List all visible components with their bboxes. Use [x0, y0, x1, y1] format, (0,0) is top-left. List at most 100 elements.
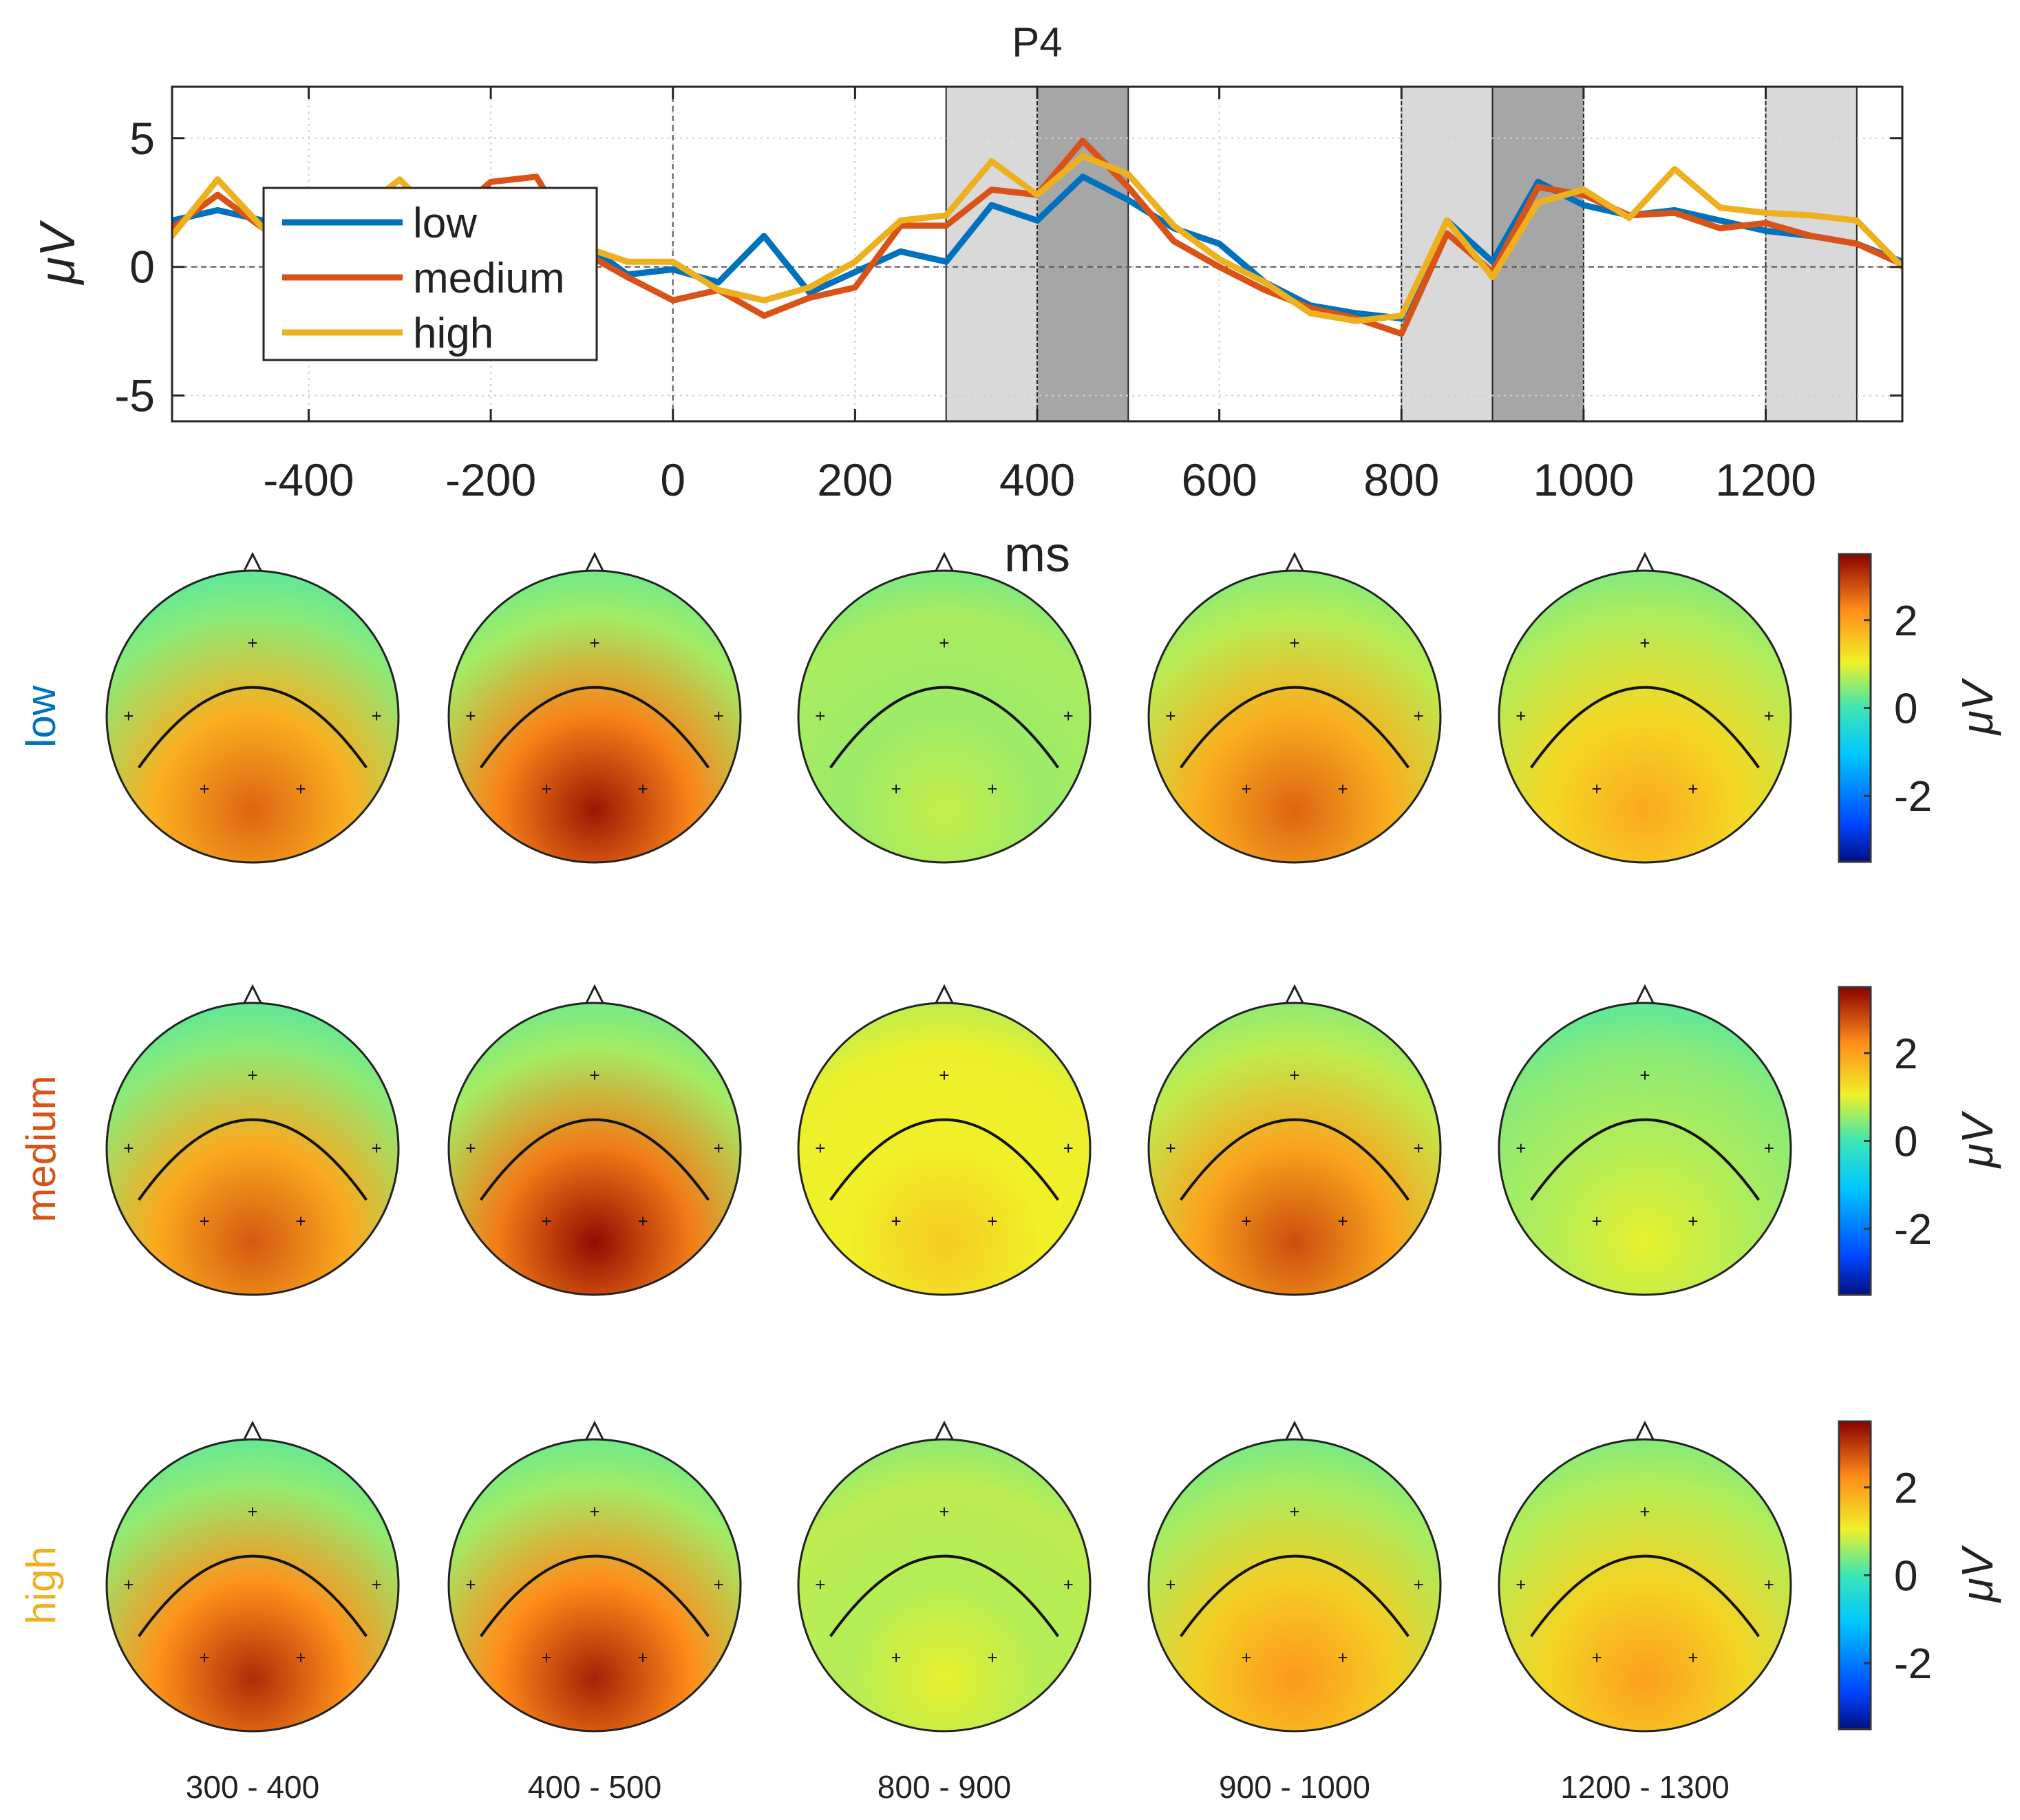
topomap-medium-1: + + + + +: [447, 984, 742, 1296]
colorbar-tick-label: 2: [1894, 597, 1917, 645]
electrode-marker-0: +: [247, 1501, 257, 1522]
electrode-marker-0: +: [1289, 1501, 1299, 1522]
x-tick-label: 1200: [1715, 454, 1816, 505]
nose-marker: [584, 1420, 606, 1442]
y-tick-label: 5: [129, 113, 155, 164]
nose-marker: [584, 551, 606, 573]
column-label: 1200 - 1300: [1560, 1769, 1730, 1805]
colorbar-tick-label: -2: [1894, 773, 1932, 821]
electrode-marker-0: +: [939, 1501, 949, 1522]
colorbars: 2 0 -2 μV 2 0 -2 μV 2 0 -2 μV: [1838, 553, 2002, 1731]
colorbar-label: μV: [1953, 1110, 2002, 1169]
topomap-low-4: + + + + +: [1498, 551, 1792, 864]
topomap-medium-2: + + + + +: [797, 984, 1092, 1296]
electrode-marker-1: +: [123, 1138, 134, 1158]
electrode-marker-3: +: [1591, 779, 1602, 799]
nose-marker: [1284, 1420, 1306, 1442]
topomap-high-1: + + + + +: [447, 1420, 742, 1733]
electrode-marker-4: +: [295, 1211, 306, 1231]
colorbar-tick-label: 0: [1894, 686, 1917, 733]
electrode-marker-3: +: [1241, 1647, 1251, 1668]
scalp-map: [1147, 1438, 1442, 1733]
electrode-marker-0: +: [939, 633, 949, 653]
electrode-marker-3: +: [541, 1211, 551, 1231]
electrode-marker-4: +: [637, 779, 648, 799]
topomap-high-2: + + + + +: [797, 1420, 1092, 1733]
electrode-marker-0: +: [589, 1065, 599, 1086]
electrode-marker-1: +: [123, 706, 134, 726]
electrode-marker-0: +: [589, 1501, 599, 1522]
nose-marker: [242, 551, 264, 573]
nose-marker: [1634, 551, 1656, 573]
electrode-marker-3: +: [199, 1211, 209, 1231]
electrode-marker-4: +: [987, 1211, 997, 1231]
x-tick-label: 800: [1363, 454, 1439, 505]
shaded-window-1: [1036, 87, 1129, 421]
scalp-map: [447, 569, 742, 864]
electrode-marker-3: +: [891, 779, 901, 799]
colorbar-high: 2 0 -2 μV: [1838, 1420, 2002, 1731]
nose-marker: [1634, 984, 1656, 1006]
column-label: 300 - 400: [186, 1769, 319, 1805]
topomap-low-2: + + + + +: [797, 551, 1092, 864]
electrode-marker-0: +: [1289, 1065, 1299, 1086]
electrode-marker-3: +: [1241, 779, 1251, 799]
electrode-marker-4: +: [1688, 1647, 1698, 1668]
electrode-marker-4: +: [987, 1647, 997, 1668]
electrode-marker-2: +: [372, 1574, 382, 1595]
topomap-high-3: + + + + +: [1147, 1420, 1442, 1733]
contour-line: [138, 686, 368, 769]
electrode-marker-1: +: [1516, 1574, 1526, 1595]
colorbar-tick-label: -2: [1894, 1640, 1932, 1688]
electrode-marker-3: +: [541, 1647, 551, 1668]
legend-label: medium: [413, 255, 565, 302]
legend: low medium high: [262, 187, 598, 361]
nose-marker: [242, 1420, 264, 1442]
x-tick-label: -400: [263, 454, 354, 505]
contour-line: [480, 1554, 710, 1638]
electrode-marker-4: +: [1337, 779, 1348, 799]
electrode-marker-2: +: [714, 1574, 724, 1595]
topomap-medium-0: + + + + +: [105, 984, 400, 1296]
topomap-high-4: + + + + +: [1498, 1420, 1792, 1733]
nose-marker: [1634, 1420, 1656, 1442]
electrode-marker-0: +: [247, 1065, 257, 1086]
contour-line: [1530, 686, 1760, 769]
topomap-low-1: + + + + +: [447, 551, 742, 864]
scalp-map: [797, 1002, 1092, 1296]
scalp-map: [1498, 569, 1792, 864]
topomap-low-3: + + + + +: [1147, 551, 1442, 864]
colorbar-tick-label: 0: [1894, 1119, 1917, 1166]
y-tick-label: 0: [129, 242, 155, 293]
electrode-marker-3: +: [1591, 1647, 1602, 1668]
column-label: 800 - 900: [878, 1769, 1011, 1805]
electrode-marker-1: +: [1516, 706, 1526, 726]
x-tick-label: -200: [445, 454, 536, 505]
nose-marker: [1284, 984, 1306, 1006]
electrode-marker-0: +: [1639, 1501, 1650, 1522]
contour-line: [1530, 1118, 1760, 1201]
contour-line: [138, 1554, 368, 1638]
scalp-map: [105, 569, 400, 864]
nose-marker: [933, 1420, 955, 1442]
row-label-medium: medium: [18, 1075, 64, 1222]
legend-entries: low medium high: [282, 200, 565, 357]
electrode-marker-2: +: [1764, 1138, 1774, 1158]
electrode-marker-2: +: [1764, 706, 1774, 726]
electrode-marker-2: +: [1414, 1574, 1424, 1595]
scalp-map: [447, 1002, 742, 1296]
colorbar-label: μV: [1953, 1545, 2002, 1603]
nose-marker: [584, 984, 606, 1006]
topomap-high-0: + + + + +: [105, 1420, 400, 1733]
scalp-map: [797, 1438, 1092, 1733]
contour-line: [829, 1554, 1059, 1638]
column-label: 900 - 1000: [1219, 1769, 1370, 1805]
condition-row-labels: low medium high: [18, 685, 64, 1624]
colorbar-tick-label: 2: [1894, 1030, 1917, 1078]
electrode-marker-1: +: [465, 706, 476, 726]
x-tick-label: 1000: [1533, 454, 1634, 505]
contour-line: [1180, 686, 1410, 769]
contour-line: [138, 1118, 368, 1201]
scalp-map: [1498, 1002, 1792, 1296]
